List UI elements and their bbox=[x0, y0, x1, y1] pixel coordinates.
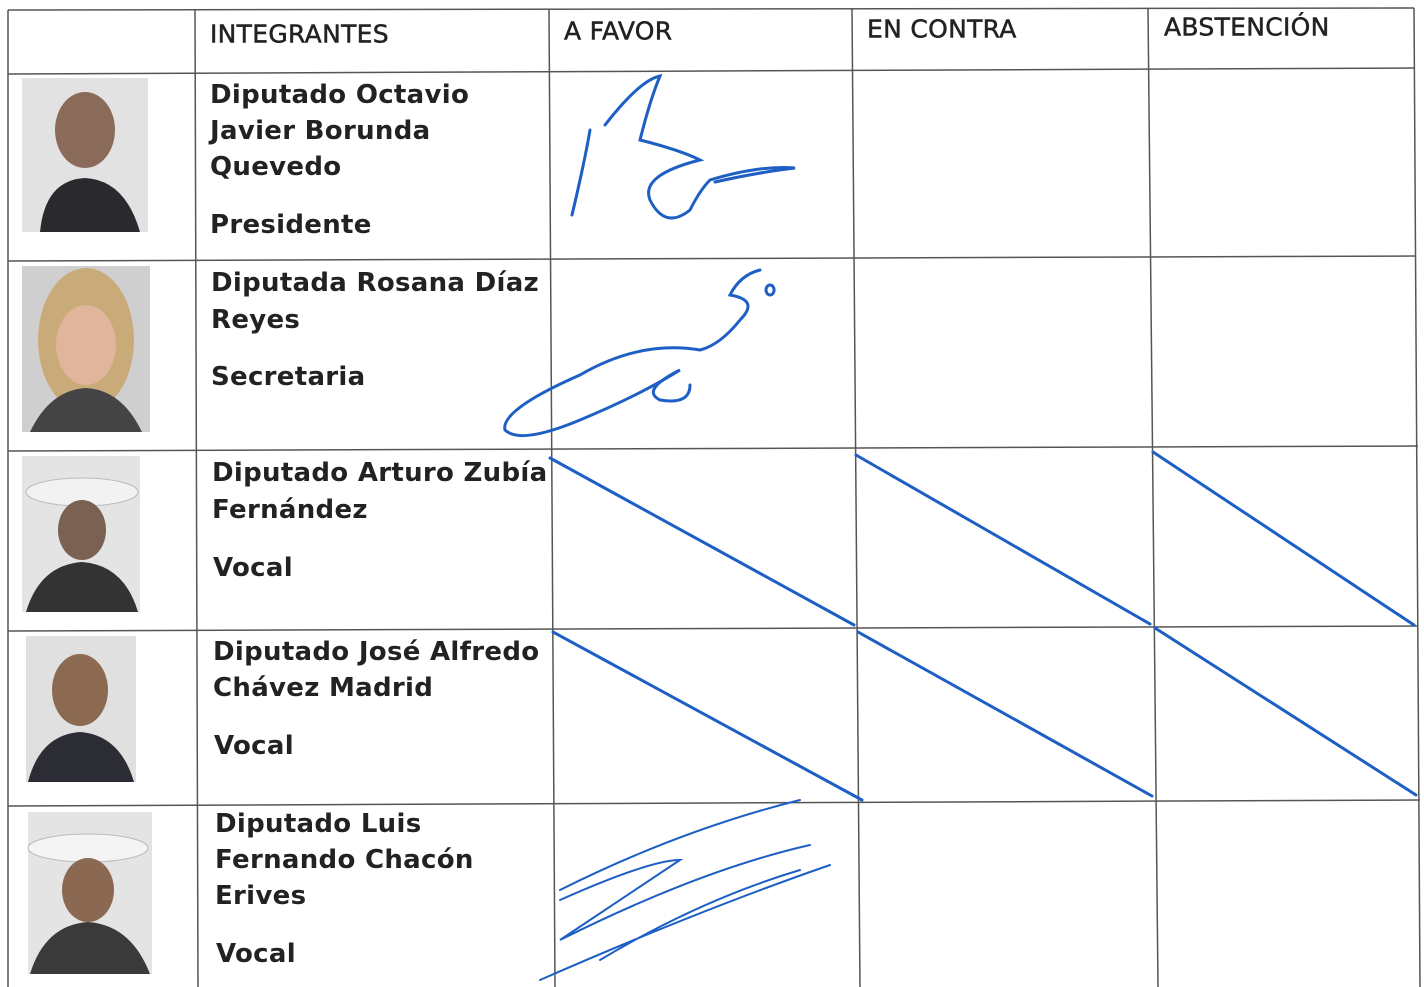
member-role: Vocal bbox=[216, 939, 296, 969]
member-name: Diputado José Alfredo bbox=[213, 637, 540, 667]
member-role: Secretaria bbox=[211, 362, 366, 392]
member-name: Diputado Arturo Zubía bbox=[212, 458, 548, 488]
photos bbox=[22, 78, 152, 974]
member-name: Diputado Luis bbox=[215, 809, 422, 839]
signatures bbox=[503, 73, 1418, 981]
header-cell: ABSTENCIÓN bbox=[1164, 12, 1330, 42]
member-role: Presidente bbox=[210, 210, 372, 240]
member-name: Fernández bbox=[212, 495, 368, 525]
member-name: Fernando Chacón bbox=[215, 845, 474, 875]
grid-lines bbox=[7, 7, 1421, 987]
member-name: Javier Borunda bbox=[210, 116, 431, 146]
member-name: Chávez Madrid bbox=[213, 673, 434, 703]
member-name: Diputado Octavio bbox=[210, 80, 470, 110]
member-name: Diputada Rosana Díaz bbox=[211, 268, 539, 298]
member-name: Reyes bbox=[211, 305, 301, 335]
header-cell: INTEGRANTES bbox=[210, 19, 389, 49]
header-cell: A FAVOR bbox=[564, 16, 673, 46]
member-name: Erives bbox=[215, 881, 307, 911]
member-role: Vocal bbox=[214, 731, 294, 761]
header-cell: EN CONTRA bbox=[867, 14, 1017, 44]
member-role: Vocal bbox=[213, 553, 293, 583]
member-name: Quevedo bbox=[210, 152, 342, 182]
